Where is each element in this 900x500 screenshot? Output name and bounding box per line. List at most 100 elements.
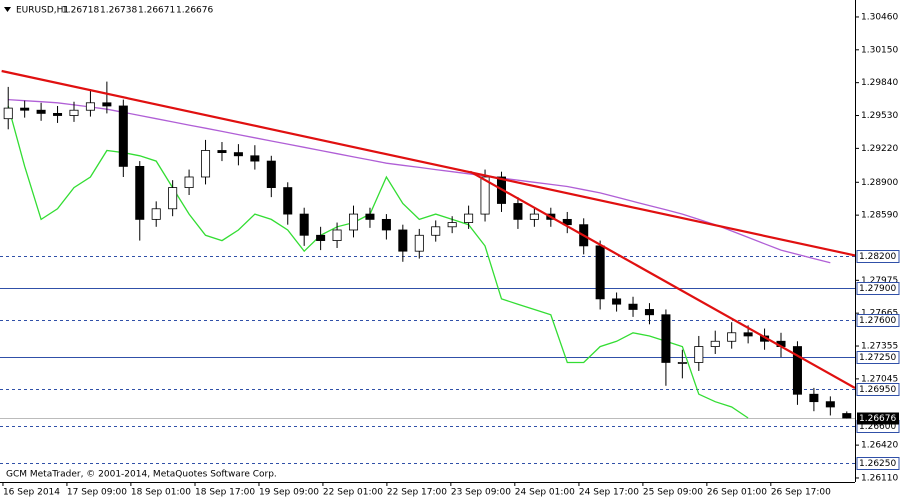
y-tick-label: 1.29840: [861, 78, 898, 88]
candle-body: [348, 213, 359, 231]
y-tick-label: 1.28900: [861, 178, 898, 188]
candle-body: [513, 203, 523, 220]
candle-body: [743, 332, 753, 337]
plot-area: [0, 69, 856, 464]
candle-body: [168, 187, 178, 210]
candle-body: [184, 176, 194, 188]
candle-body: [85, 102, 95, 111]
candle-body: [612, 298, 622, 305]
level-label-box: [856, 282, 900, 295]
candle-body: [69, 109, 79, 116]
level-label: 1.27600: [859, 316, 896, 326]
level-label: 1.28200: [859, 252, 896, 262]
trend-line: [1, 69, 856, 257]
x-tick-label: 24 Sep 01:00: [515, 488, 575, 498]
candle-body: [316, 234, 326, 241]
candle-body: [135, 165, 145, 220]
candle-body: [53, 112, 63, 116]
candle-body: [464, 213, 474, 223]
level-label-box: [856, 383, 900, 396]
x-tick-label: 24 Sep 17:00: [579, 488, 639, 498]
header-price: 1.26738: [100, 6, 137, 16]
candle-body: [20, 107, 30, 111]
candle-body: [217, 150, 227, 154]
y-tick-label: 1.30150: [861, 45, 898, 55]
y-tick-label: 1.26420: [861, 441, 898, 451]
candle-body: [299, 213, 309, 236]
candle-body: [809, 393, 819, 403]
y-tick-label: 1.26110: [861, 473, 898, 483]
x-tick-label: 19 Sep 09:00: [259, 488, 319, 498]
header-price: 1.26671: [138, 6, 175, 16]
candle-body: [562, 218, 572, 226]
y-tick-label: 1.27355: [861, 342, 898, 352]
candle-body: [151, 208, 161, 220]
level-label: 1.26950: [859, 385, 896, 395]
x-tick-label: 16 Sep 2014: [3, 488, 60, 498]
candle-body: [628, 303, 638, 310]
candle-body: [365, 213, 375, 220]
level-label-box: [856, 457, 900, 470]
candle-body: [825, 401, 835, 408]
y-tick-label: 1.27045: [861, 374, 898, 384]
x-tick-label: 22 Sep 17:00: [387, 488, 447, 498]
candle-body: [36, 109, 46, 114]
x-tick-label: 26 Sep 01:00: [707, 488, 767, 498]
candle-body: [727, 332, 737, 342]
y-tick-label: 1.27975: [861, 276, 898, 286]
symbol-menu-icon[interactable]: [4, 7, 11, 12]
x-tick-label: 22 Sep 01:00: [323, 488, 383, 498]
candle-body: [677, 362, 687, 364]
level-label-box: [856, 314, 900, 327]
candle-body: [529, 213, 539, 220]
y-tick-label: 1.29220: [861, 144, 898, 154]
x-tick-label: 18 Sep 01:00: [131, 488, 191, 498]
candle-body: [398, 229, 408, 252]
chart-title: EURUSD,H1: [16, 6, 69, 16]
candle-body: [332, 229, 342, 241]
indicator-line: [8, 98, 831, 264]
candle-body: [414, 234, 424, 252]
y-tick-label: 1.29530: [861, 111, 898, 121]
candle-body: [250, 155, 260, 162]
candle-body: [102, 102, 112, 107]
x-tick-label: 17 Sep 09:00: [67, 488, 127, 498]
x-tick-label: 23 Sep 09:00: [451, 488, 511, 498]
x-tick-label: 26 Sep 17:00: [771, 488, 831, 498]
candle-body: [381, 218, 391, 231]
candle-body: [118, 105, 128, 167]
candle-body: [842, 413, 852, 419]
trend-line: [469, 170, 856, 389]
level-label: 1.27250: [859, 353, 896, 363]
current-price-box: [857, 412, 899, 425]
level-label-box: [856, 250, 900, 263]
level-label-box: [856, 351, 900, 364]
candle-body: [201, 150, 211, 178]
candle-body: [792, 346, 802, 395]
candle-body: [480, 176, 490, 215]
candle-body: [3, 107, 13, 120]
level-label: 1.26250: [859, 459, 896, 469]
candle-body: [266, 160, 276, 188]
footer-text: GCM MetaTrader, © 2001-2014, MetaQuotes …: [6, 470, 277, 480]
candle-body: [233, 152, 243, 157]
y-tick-label: 1.28590: [861, 211, 898, 221]
candle-body: [595, 245, 605, 300]
y-tick-label: 1.27665: [861, 309, 898, 319]
candle-body: [644, 309, 654, 316]
candle-body: [283, 187, 293, 215]
candle-body: [431, 226, 441, 236]
y-tick-label: 1.30460: [861, 12, 898, 22]
level-label: 1.27900: [859, 284, 896, 294]
current-price-label: 1.26676: [859, 414, 896, 424]
x-tick-label: 18 Sep 17:00: [195, 488, 255, 498]
header-price: 1.26718: [62, 6, 99, 16]
level-label: 1.26600: [859, 422, 896, 432]
candle-body: [661, 314, 671, 363]
header-price: 1.26676: [176, 6, 213, 16]
candle-body: [710, 340, 720, 347]
indicator-line: [7, 105, 749, 419]
candle-body: [694, 346, 704, 363]
